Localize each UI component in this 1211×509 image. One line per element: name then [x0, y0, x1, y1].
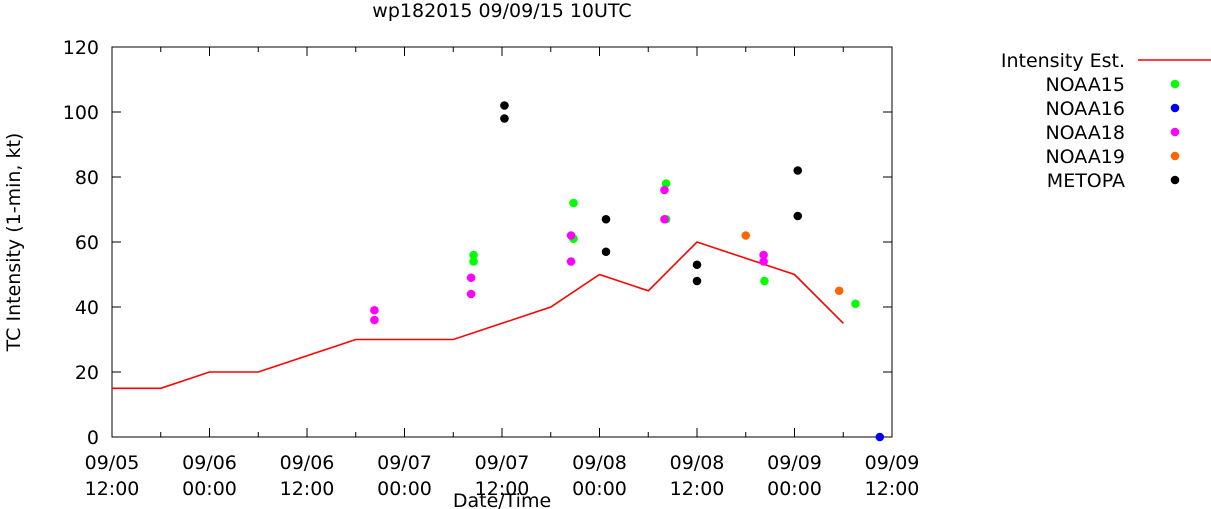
series-intensity-est-	[112, 241, 844, 390]
data-point	[692, 260, 702, 270]
legend-label: NOAA19	[1045, 146, 1125, 168]
legend-label: NOAA16	[1045, 98, 1125, 120]
x-tick-label-time: 00:00	[377, 478, 432, 500]
x-tick-label-date: 09/07	[377, 452, 432, 474]
y-tick-label: 40	[75, 297, 99, 319]
data-point	[741, 231, 751, 240]
x-tick-label-time: 12:00	[85, 478, 140, 500]
legend-label: NOAA15	[1045, 74, 1125, 96]
series-layer	[112, 101, 885, 442]
legend-label: Intensity Est.	[1001, 50, 1125, 72]
chart-title: wp182015 09/09/15 10UTC	[372, 0, 631, 22]
x-axis-label: Date/Time	[453, 490, 551, 509]
y-tick-label: 0	[87, 427, 99, 449]
data-point	[660, 185, 669, 195]
x-tick-label-time: 12:00	[865, 478, 920, 500]
data-point	[660, 214, 669, 224]
y-tick-label: 80	[75, 167, 99, 189]
x-tick-label-date: 09/07	[475, 452, 530, 474]
x-tick-label-date: 09/08	[572, 452, 627, 474]
data-point	[370, 305, 379, 315]
axes: 0 20 40 60 80 100 120 09/05 12:00 09/06 00:00 09/06…	[63, 37, 920, 500]
legend: Intensity Est.NOAA15NOAA16NOAA18NOAA19ME…	[1001, 50, 1211, 192]
series-metopa	[500, 101, 803, 286]
legend-point-swatch	[1170, 127, 1180, 137]
series-noaa18	[370, 185, 768, 325]
y-axis-label: TC Intensity (1-min, kt)	[3, 133, 25, 353]
data-point	[566, 231, 576, 240]
x-tick-label-time: 00:00	[767, 478, 822, 500]
x-tick-label-date: 09/08	[670, 452, 725, 474]
legend-point-swatch	[1170, 103, 1180, 113]
x-tick-label-time: 12:00	[475, 478, 530, 500]
data-point	[601, 247, 611, 257]
x-tick-label-time: 12:00	[280, 478, 335, 500]
legend-label: NOAA18	[1045, 122, 1125, 144]
data-point	[851, 299, 860, 309]
data-point	[793, 166, 803, 175]
data-point	[569, 198, 578, 208]
data-point	[601, 214, 611, 224]
legend-point-swatch	[1170, 151, 1180, 161]
legend-point-swatch	[1170, 79, 1180, 89]
y-tick-label: 20	[75, 362, 99, 384]
data-point	[469, 250, 478, 260]
data-point	[759, 257, 768, 266]
x-tick-label-date: 09/06	[182, 452, 237, 474]
series-noaa15	[469, 179, 860, 309]
legend-point-swatch	[1170, 175, 1180, 185]
x-tick-label-date: 09/09	[865, 452, 920, 474]
data-point	[661, 179, 671, 188]
series-noaa16	[875, 432, 885, 442]
x-tick-label-date: 09/05	[85, 452, 140, 474]
y-tick-label: 120	[63, 37, 99, 59]
intensity-line	[112, 241, 844, 390]
data-point	[370, 315, 379, 325]
x-tick-label-time: 12:00	[670, 478, 725, 500]
x-tick-label-date: 09/06	[280, 452, 335, 474]
data-point	[793, 211, 803, 221]
data-point	[566, 257, 576, 266]
data-point	[466, 273, 476, 283]
data-point	[692, 276, 702, 286]
y-tick-label: 100	[63, 102, 99, 124]
x-tick-label-time: 00:00	[182, 478, 237, 500]
data-point	[834, 286, 844, 296]
legend-label: METOPA	[1047, 170, 1125, 192]
x-tick-label-date: 09/09	[767, 452, 822, 474]
data-point	[760, 276, 769, 286]
data-point	[500, 101, 509, 110]
data-point	[466, 289, 476, 299]
x-tick-label-time: 00:00	[572, 478, 627, 500]
data-point	[875, 432, 885, 442]
data-point	[500, 114, 509, 123]
y-tick-label: 60	[75, 232, 99, 254]
data-point	[469, 257, 478, 266]
series-noaa19	[741, 231, 844, 296]
data-point	[759, 250, 768, 260]
